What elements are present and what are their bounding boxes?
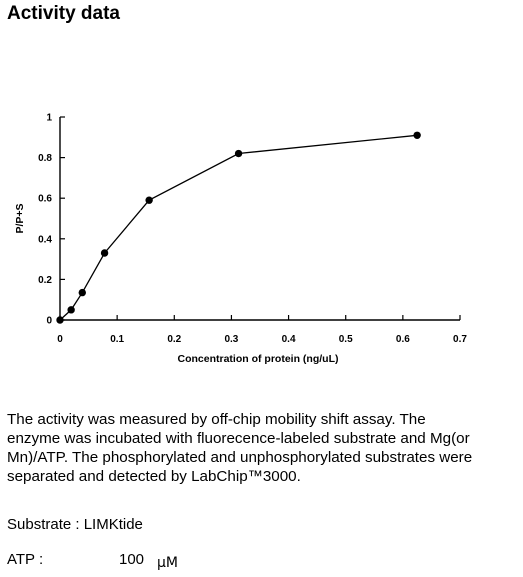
x-tick-label: 0.6 [396, 334, 410, 345]
data-point [145, 196, 153, 204]
substrate-info: Substrate : LIMKtide [7, 516, 143, 533]
y-tick-label: 0 [46, 316, 52, 327]
atp-info: ATP : 100 μM [7, 551, 178, 571]
x-tick-label: 0.4 [282, 334, 296, 345]
y-tick-label: 0.4 [38, 234, 52, 245]
x-axis-label: Concentration of protein (ng/uL) [178, 353, 339, 365]
x-tick-label: 0.7 [453, 334, 467, 345]
chart-axes [59, 117, 460, 321]
x-tick-label: 0.3 [224, 334, 238, 345]
assay-description: The activity was measured by off-chip mo… [7, 411, 473, 485]
series-line [59, 134, 418, 321]
y-axis-label: P/P+S [14, 203, 26, 233]
data-point [78, 288, 86, 297]
x-tick-label: 0 [57, 334, 63, 345]
y-tick-label: 1 [46, 113, 52, 124]
data-point [100, 249, 109, 257]
x-tick-label: 0.2 [167, 334, 181, 345]
x-tick-label: 0.1 [110, 334, 124, 345]
y-tick-label: 0.6 [38, 194, 52, 205]
x-tick-label: 0.5 [339, 334, 353, 345]
y-tick-label: 0.2 [38, 275, 52, 286]
activity-chart: 0 0.2 0.4 0.6 0.8 1 0 0.1 0.2 0.3 0.4 0.5 0.6 0.7 Con… [14, 113, 467, 366]
page-title: Activity data [7, 3, 120, 24]
y-tick-label: 0.8 [38, 153, 52, 164]
atp-label: ATP : [7, 551, 44, 568]
data-point [56, 316, 64, 324]
atp-unit: μM [157, 555, 178, 571]
chart-series [56, 131, 421, 324]
atp-value: 100 [119, 551, 145, 568]
data-point [234, 149, 243, 158]
data-point [67, 306, 75, 314]
data-point [413, 131, 421, 139]
chart-ticks: 0 0.2 0.4 0.6 0.8 1 0 0.1 0.2 0.3 0.4 0.5 0.6 0.7 [38, 113, 467, 346]
